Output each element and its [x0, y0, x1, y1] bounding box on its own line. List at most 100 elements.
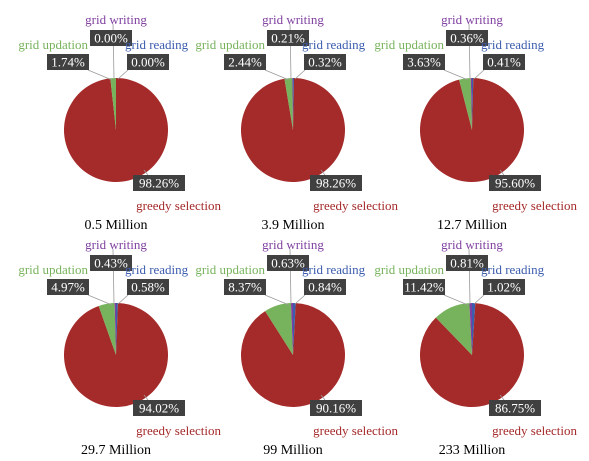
value-label-grid-writing-box: [267, 30, 309, 46]
leader-line: [143, 169, 149, 176]
pie-slice-grid-writing: [469, 303, 472, 355]
series-label-grid-writing: grid writing: [85, 237, 147, 252]
pie-slice-grid-reading: [472, 78, 474, 130]
leader-line: [473, 69, 485, 80]
value-label-greedy-selection-box: [310, 175, 362, 191]
pie-slice-grid-reading: [293, 303, 296, 355]
leader-line: [499, 394, 505, 401]
series-label-grid-updation: grid updation: [374, 37, 444, 52]
value-label-grid-writing: 0.00%: [94, 31, 128, 46]
pie-caption: 12.7 Million: [437, 218, 507, 233]
pie-slice-greedy-selection: [240, 78, 345, 182]
series-label-grid-writing: grid writing: [262, 12, 324, 27]
pie-slice-greedy-selection: [419, 303, 524, 408]
value-label-grid-writing: 0.43%: [94, 256, 128, 271]
value-label-greedy-selection: 86.75%: [495, 401, 535, 416]
series-label-grid-reading: grid reading: [302, 262, 366, 277]
series-label-grid-writing: grid writing: [441, 237, 503, 252]
pie-slice-grid-writing: [470, 77, 472, 130]
series-label-grid-writing: grid writing: [262, 237, 324, 252]
series-label-grid-updation: grid updation: [195, 262, 265, 277]
leader-line: [499, 169, 505, 176]
value-label-grid-updation: 8.37%: [228, 280, 262, 295]
value-label-grid-updation-box: [403, 279, 445, 295]
pie-slice-grid-updation: [98, 303, 116, 355]
pie-panel: grid writing 0.36% grid updation 3.63% grid …: [374, 12, 577, 233]
pie-slice-grid-updation: [459, 78, 472, 130]
value-label-grid-reading: 0.32%: [308, 55, 342, 70]
pie-slice-grid-updation: [284, 78, 293, 130]
value-label-grid-updation-box: [224, 279, 266, 295]
leader-line: [473, 294, 485, 305]
value-label-grid-reading: 0.84%: [308, 280, 342, 295]
pie-slice-grid-writing: [292, 77, 293, 130]
series-label-grid-updation: grid updation: [374, 262, 444, 277]
series-label-greedy-selection: greedy selection: [492, 198, 577, 213]
series-label-greedy-selection: greedy selection: [492, 423, 577, 438]
series-label-grid-updation: grid updation: [18, 262, 88, 277]
value-label-greedy-selection-box: [310, 400, 362, 416]
value-label-grid-writing: 0.21%: [271, 31, 305, 46]
leader-line: [294, 294, 306, 305]
leader-line: [87, 294, 113, 306]
pie-slice-grid-updation: [435, 303, 472, 355]
value-label-grid-reading: 0.41%: [487, 55, 521, 70]
series-label-grid-reading: grid reading: [125, 262, 189, 277]
series-label-grid-updation: grid updation: [18, 37, 88, 52]
value-label-grid-writing-box: [90, 30, 132, 46]
pie-panel: grid writing 0.43% grid updation 4.97% grid …: [18, 237, 221, 458]
pie-slice-greedy-selection: [240, 303, 345, 407]
leader-line: [117, 294, 129, 305]
series-label-grid-writing: grid writing: [441, 12, 503, 27]
value-label-grid-reading: 0.58%: [131, 280, 165, 295]
value-label-grid-reading-box: [127, 279, 169, 295]
value-label-grid-updation-box: [224, 54, 266, 70]
pie-slice-grid-reading: [472, 303, 476, 355]
pie-slice-grid-updation: [265, 303, 293, 355]
pie-slice-greedy-selection: [63, 303, 168, 407]
value-label-greedy-selection: 95.60%: [495, 176, 535, 191]
value-label-grid-updation: 4.97%: [51, 280, 85, 295]
value-label-grid-writing-box: [90, 255, 132, 271]
pie-panel: grid writing 0.81% grid updation 11.42% grid…: [374, 237, 577, 458]
value-label-grid-writing-box: [446, 255, 488, 271]
value-label-greedy-selection: 98.26%: [139, 176, 179, 191]
leader-line: [264, 69, 290, 81]
pie-slice-grid-reading: [116, 302, 118, 355]
value-label-greedy-selection-box: [489, 400, 541, 416]
leader-line: [117, 69, 129, 80]
value-label-grid-reading-box: [304, 54, 346, 70]
pie-caption: 99 Million: [263, 443, 323, 458]
pie-caption: 233 Million: [439, 443, 506, 458]
pie-caption: 3.9 Million: [261, 218, 324, 233]
value-label-grid-updation: 3.63%: [407, 55, 441, 70]
series-label-grid-writing: grid writing: [85, 12, 147, 27]
series-label-grid-updation: grid updation: [195, 37, 265, 52]
leader-line: [443, 294, 469, 306]
value-label-grid-updation: 1.74%: [51, 55, 85, 70]
pie-slice-grid-reading: [293, 78, 295, 130]
value-label-grid-writing: 0.63%: [271, 256, 305, 271]
value-label-grid-writing-box: [267, 255, 309, 271]
pie-caption: 0.5 Million: [84, 218, 147, 233]
value-label-grid-reading-box: [304, 279, 346, 295]
pie-caption: 29.7 Million: [81, 443, 151, 458]
value-label-greedy-selection: 90.16%: [316, 401, 356, 416]
value-label-greedy-selection-box: [133, 400, 185, 416]
pie-panel: grid writing 0.21% grid updation 2.44% grid …: [195, 12, 398, 233]
series-label-grid-reading: grid reading: [125, 37, 189, 52]
series-label-grid-reading: grid reading: [481, 37, 545, 52]
pie-panel: grid writing 0.63% grid updation 8.37% grid …: [195, 237, 398, 458]
value-label-grid-writing-box: [446, 30, 488, 46]
value-label-greedy-selection-box: [133, 175, 185, 191]
value-label-grid-reading-box: [483, 54, 525, 70]
series-label-greedy-selection: greedy selection: [136, 198, 221, 213]
leader-line: [294, 69, 306, 80]
series-label-greedy-selection: greedy selection: [313, 423, 398, 438]
pie-slice-grid-writing: [114, 303, 116, 355]
value-label-grid-reading: 0.00%: [131, 55, 165, 70]
pie-slice-grid-updation: [110, 78, 116, 130]
leader-line: [320, 394, 326, 401]
leader-line: [264, 294, 290, 306]
